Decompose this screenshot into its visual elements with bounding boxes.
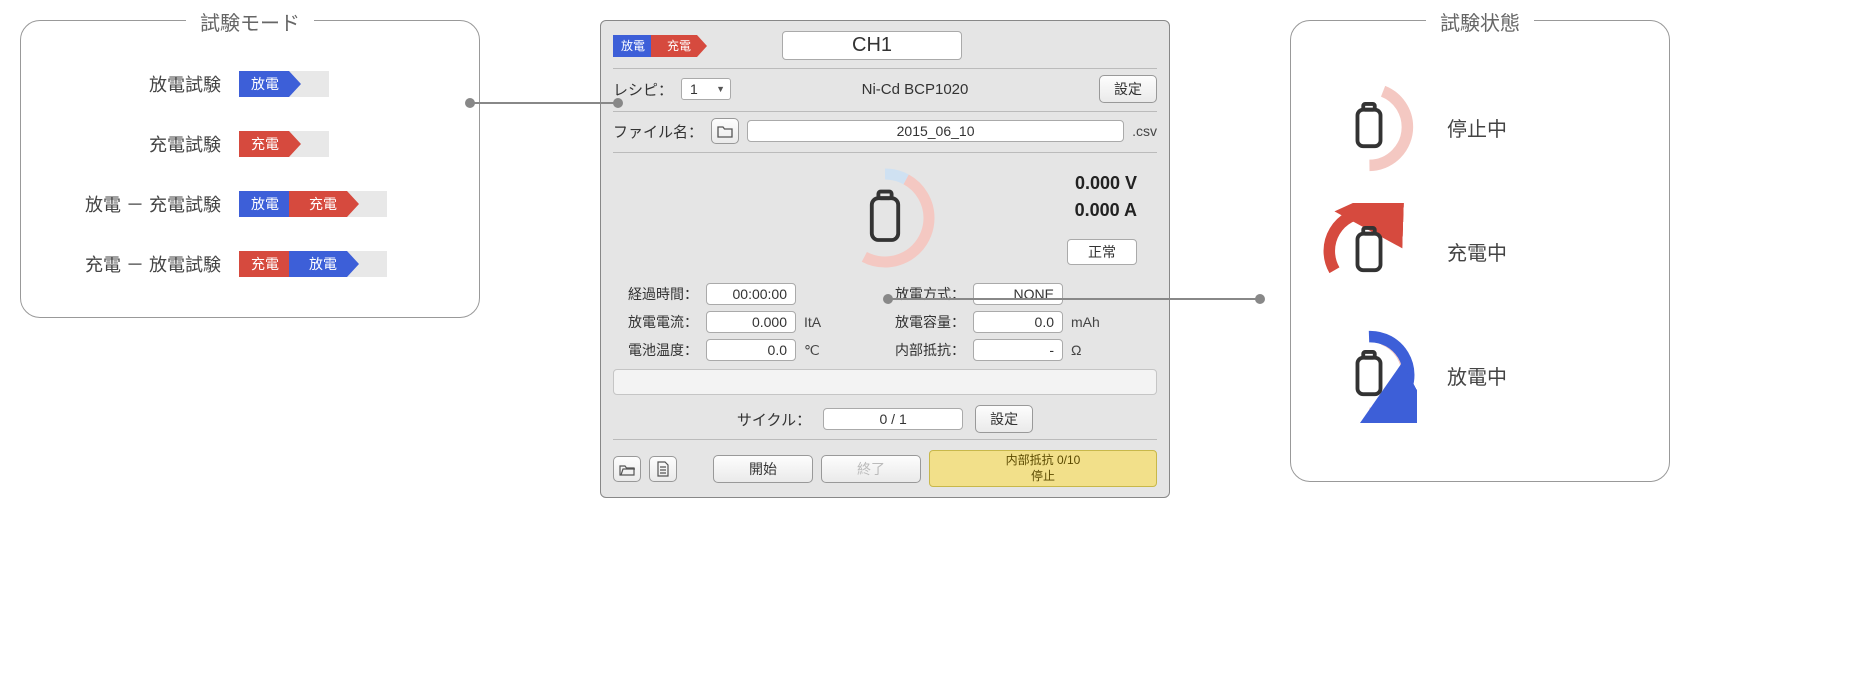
mode-label: 放電試験 (51, 71, 221, 97)
cycle-settings-button[interactable]: 設定 (975, 405, 1033, 433)
folder-icon (717, 124, 733, 138)
state-row-idle: 停止中 (1321, 79, 1639, 175)
recipe-label: レシピ： (613, 79, 673, 100)
internal-resistance-value: - (973, 339, 1063, 361)
channel-label: CH1 (782, 31, 962, 60)
ir-status-box: 内部抵抗 0/10 停止 (929, 450, 1157, 487)
cycle-label: サイクル： (737, 409, 811, 430)
battery-status-icon (830, 163, 940, 273)
test-state-callout: 試験状態 停止中 充電中 (1290, 20, 1670, 482)
mode-row-discharge: 放電試験 放電 (51, 71, 449, 97)
test-mode-callout: 試験モード 放電試験 放電 充電試験 充電 放電 － 充電試験 放電 充電 充電… (20, 20, 480, 318)
mode-row-charge: 充電試験 充電 (51, 131, 449, 157)
document-icon (656, 461, 670, 477)
panel-mode-indicator: 放電 充電 (613, 35, 697, 57)
end-button[interactable]: 終了 (821, 455, 921, 483)
test-mode-title: 試験モード (186, 7, 314, 36)
discharge-method-label: 放電方式： (880, 284, 965, 304)
document-button[interactable] (649, 456, 677, 482)
mah-unit: mAh (1071, 314, 1111, 330)
state-label: 放電中 (1447, 361, 1507, 390)
ohm-unit: Ω (1071, 342, 1111, 358)
mode-row-charge-discharge: 充電 － 放電試験 充電 放電 (51, 251, 449, 277)
state-row-discharging: 放電中 (1321, 327, 1639, 423)
file-label: ファイル名： (613, 121, 703, 142)
mode-row-discharge-charge: 放電 － 充電試験 放電 充電 (51, 191, 449, 217)
discharge-current-label: 放電電流： (613, 312, 698, 332)
charge-chevron: 充電 (239, 251, 289, 277)
state-label: 充電中 (1447, 237, 1507, 266)
mode-chevrons: 充電 放電 (239, 251, 387, 277)
discharge-chevron: 放電 (239, 191, 289, 217)
discharge-capacity-label: 放電容量： (880, 312, 965, 332)
battery-idle-icon (1321, 79, 1417, 175)
recipe-name: Ni-Cd BCP1020 (739, 81, 1091, 98)
charge-chevron: 充電 (651, 35, 697, 57)
state-row-charging: 充電中 (1321, 203, 1639, 299)
recipe-settings-button[interactable]: 設定 (1099, 75, 1157, 103)
file-ext: .csv (1132, 123, 1157, 139)
start-button[interactable]: 開始 (713, 455, 813, 483)
cycle-value: 0 / 1 (823, 408, 963, 430)
file-name-field[interactable]: 2015_06_10 (747, 120, 1124, 142)
state-label: 停止中 (1447, 113, 1507, 142)
discharge-chevron: 放電 (613, 35, 651, 57)
mode-label: 放電 － 充電試験 (51, 191, 221, 217)
battery-discharging-icon (1321, 327, 1417, 423)
discharge-chevron: 放電 (289, 251, 347, 277)
discharge-chevron: 放電 (239, 71, 289, 97)
connector-line (470, 102, 618, 104)
mode-chevrons: 放電 (239, 71, 329, 97)
discharge-current-value: 0.000 (706, 311, 796, 333)
discharge-method-value: NONE (973, 283, 1063, 305)
folder-open-icon (619, 462, 635, 476)
mode-chevrons: 放電 充電 (239, 191, 387, 217)
mode-chevrons: 充電 (239, 131, 329, 157)
connector-line (888, 298, 1260, 300)
celsius-unit: ℃ (804, 342, 834, 359)
status-field: 正常 (1067, 239, 1137, 265)
mode-label: 充電 － 放電試験 (51, 251, 221, 277)
battery-charging-icon (1321, 203, 1417, 299)
charge-chevron: 充電 (289, 191, 347, 217)
elapsed-label: 経過時間： (613, 284, 698, 304)
test-state-title: 試験状態 (1426, 7, 1534, 36)
ita-unit: ItA (804, 314, 834, 330)
current-reading: 0.000 A (1075, 200, 1137, 221)
progress-bar (613, 369, 1157, 395)
temperature-value: 0.0 (706, 339, 796, 361)
mode-label: 充電試験 (51, 131, 221, 157)
voltage-reading: 0.000 V (1075, 173, 1137, 194)
channel-panel: 放電 充電 CH1 レシピ： 1 Ni-Cd BCP1020 設定 ファイル名： (600, 20, 1170, 498)
charge-chevron: 充電 (239, 131, 289, 157)
discharge-capacity-value: 0.0 (973, 311, 1063, 333)
internal-resistance-label: 内部抵抗： (880, 340, 965, 360)
recipe-select[interactable]: 1 (681, 78, 731, 100)
elapsed-value: 00:00:00 (706, 283, 796, 305)
open-folder-button[interactable] (613, 456, 641, 482)
folder-button[interactable] (711, 118, 739, 144)
temperature-label: 電池温度： (613, 340, 698, 360)
